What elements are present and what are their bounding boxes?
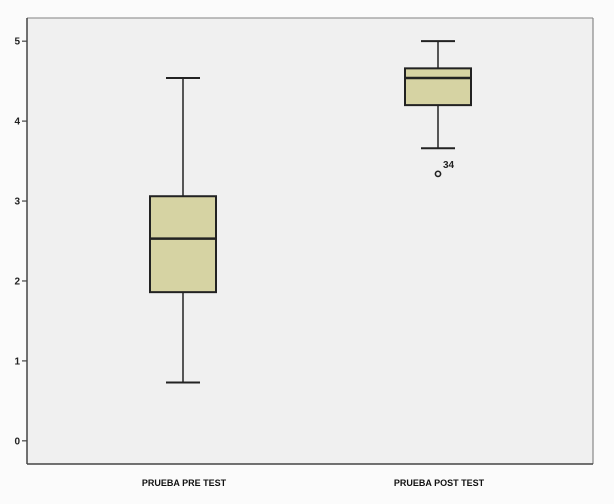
y-tick-label: 0 <box>14 436 20 447</box>
x-category-label: PRUEBA PRE TEST <box>142 478 227 488</box>
y-tick-label: 4 <box>14 117 20 128</box>
box-post-test: 34 <box>404 40 472 178</box>
x-category-label: PRUEBA POST TEST <box>394 478 485 488</box>
y-tick-label: 5 <box>14 37 20 48</box>
iqr-box <box>149 195 217 294</box>
y-tick-label: 1 <box>14 356 20 367</box>
y-tick-label: 2 <box>14 276 20 287</box>
iqr-box <box>404 67 472 107</box>
outlier-point <box>434 170 442 178</box>
outlier-label: 34 <box>443 160 455 171</box>
y-tick-label: 3 <box>14 197 20 208</box>
plot-area <box>27 18 593 464</box>
box-pre-test <box>149 76 217 384</box>
